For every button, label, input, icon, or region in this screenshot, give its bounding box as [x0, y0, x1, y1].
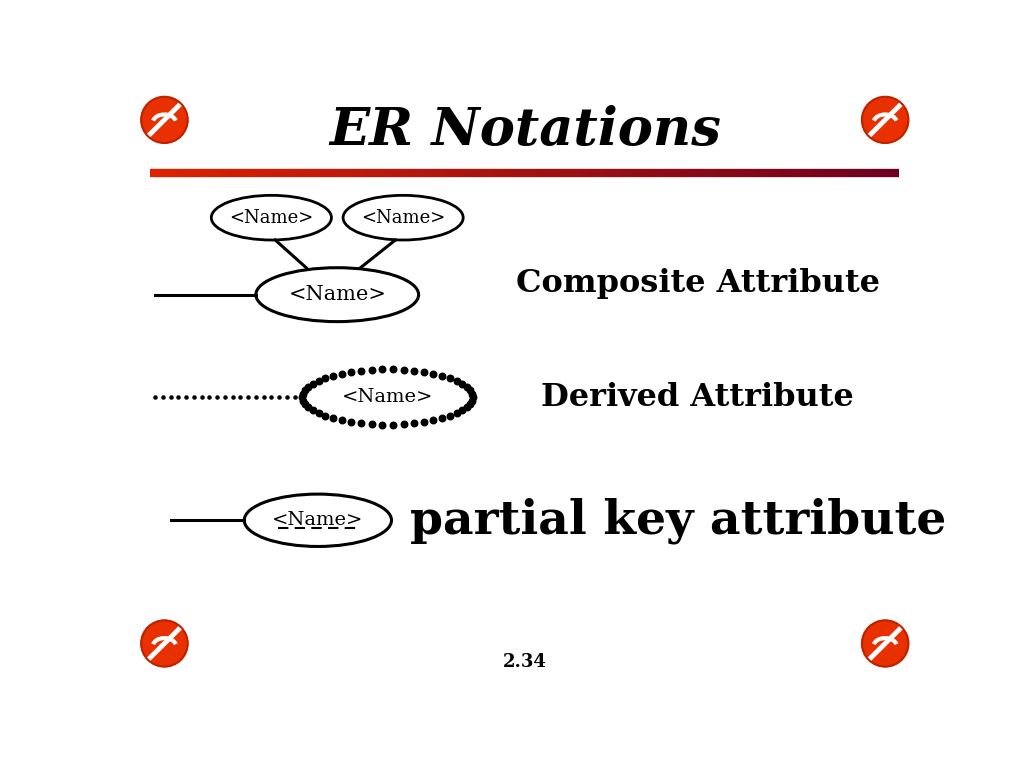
- Point: [353, 417, 370, 429]
- Point: [294, 391, 310, 403]
- Point: [434, 412, 451, 425]
- Point: [385, 363, 401, 376]
- Point: [449, 407, 465, 419]
- Point: [425, 415, 441, 427]
- Point: [334, 415, 350, 427]
- Point: [374, 419, 390, 431]
- Text: Composite Attribute: Composite Attribute: [516, 267, 880, 299]
- Point: [201, 391, 217, 403]
- Circle shape: [141, 621, 187, 667]
- Point: [279, 391, 295, 403]
- Point: [434, 369, 451, 382]
- Point: [217, 391, 233, 403]
- Point: [295, 395, 311, 407]
- Point: [416, 366, 432, 378]
- Point: [263, 391, 280, 403]
- Text: Derived Attribute: Derived Attribute: [542, 382, 854, 412]
- Point: [317, 410, 334, 422]
- Point: [300, 381, 316, 393]
- Circle shape: [862, 621, 908, 667]
- Point: [310, 407, 327, 419]
- Text: 2.34: 2.34: [503, 653, 547, 671]
- Point: [385, 419, 401, 431]
- Text: partial key attribute: partial key attribute: [410, 497, 946, 544]
- Point: [462, 398, 478, 410]
- Point: [194, 391, 210, 403]
- Point: [395, 364, 412, 376]
- Text: <Name>: <Name>: [342, 388, 433, 406]
- Point: [224, 391, 241, 403]
- Point: [178, 391, 195, 403]
- Point: [364, 418, 380, 430]
- Point: [425, 368, 441, 380]
- Point: [255, 391, 271, 403]
- Point: [297, 398, 313, 410]
- Point: [459, 381, 475, 393]
- Text: ER Notations: ER Notations: [329, 105, 721, 156]
- Point: [295, 388, 311, 400]
- Circle shape: [862, 97, 908, 143]
- Text: <Name>: <Name>: [229, 209, 313, 227]
- Point: [449, 375, 465, 387]
- Point: [464, 388, 480, 400]
- Text: <Name>: <Name>: [272, 511, 364, 529]
- Text: <Name>: <Name>: [289, 285, 386, 304]
- Point: [317, 372, 334, 384]
- Point: [155, 391, 171, 403]
- Point: [464, 395, 480, 407]
- Point: [297, 384, 313, 396]
- Point: [343, 366, 359, 378]
- Point: [163, 391, 179, 403]
- Point: [441, 372, 458, 384]
- Point: [364, 364, 380, 376]
- Text: <Name>: <Name>: [361, 209, 445, 227]
- Point: [454, 404, 470, 416]
- Point: [462, 384, 478, 396]
- Circle shape: [141, 97, 187, 143]
- Point: [185, 391, 202, 403]
- Point: [271, 391, 288, 403]
- Point: [454, 378, 470, 390]
- Point: [305, 378, 322, 390]
- Point: [325, 369, 341, 382]
- Point: [406, 365, 422, 377]
- Point: [334, 368, 350, 380]
- Point: [232, 391, 249, 403]
- Point: [465, 391, 481, 403]
- Point: [459, 401, 475, 413]
- Point: [325, 412, 341, 425]
- Point: [248, 391, 264, 403]
- Point: [406, 417, 422, 429]
- Point: [310, 375, 327, 387]
- Point: [416, 416, 432, 429]
- Point: [146, 391, 163, 403]
- Point: [240, 391, 256, 403]
- Point: [300, 401, 316, 413]
- Point: [209, 391, 225, 403]
- Point: [441, 410, 458, 422]
- Point: [353, 365, 370, 377]
- Point: [170, 391, 186, 403]
- Point: [305, 404, 322, 416]
- Point: [395, 418, 412, 430]
- Point: [287, 391, 303, 403]
- Point: [374, 363, 390, 376]
- Point: [343, 416, 359, 429]
